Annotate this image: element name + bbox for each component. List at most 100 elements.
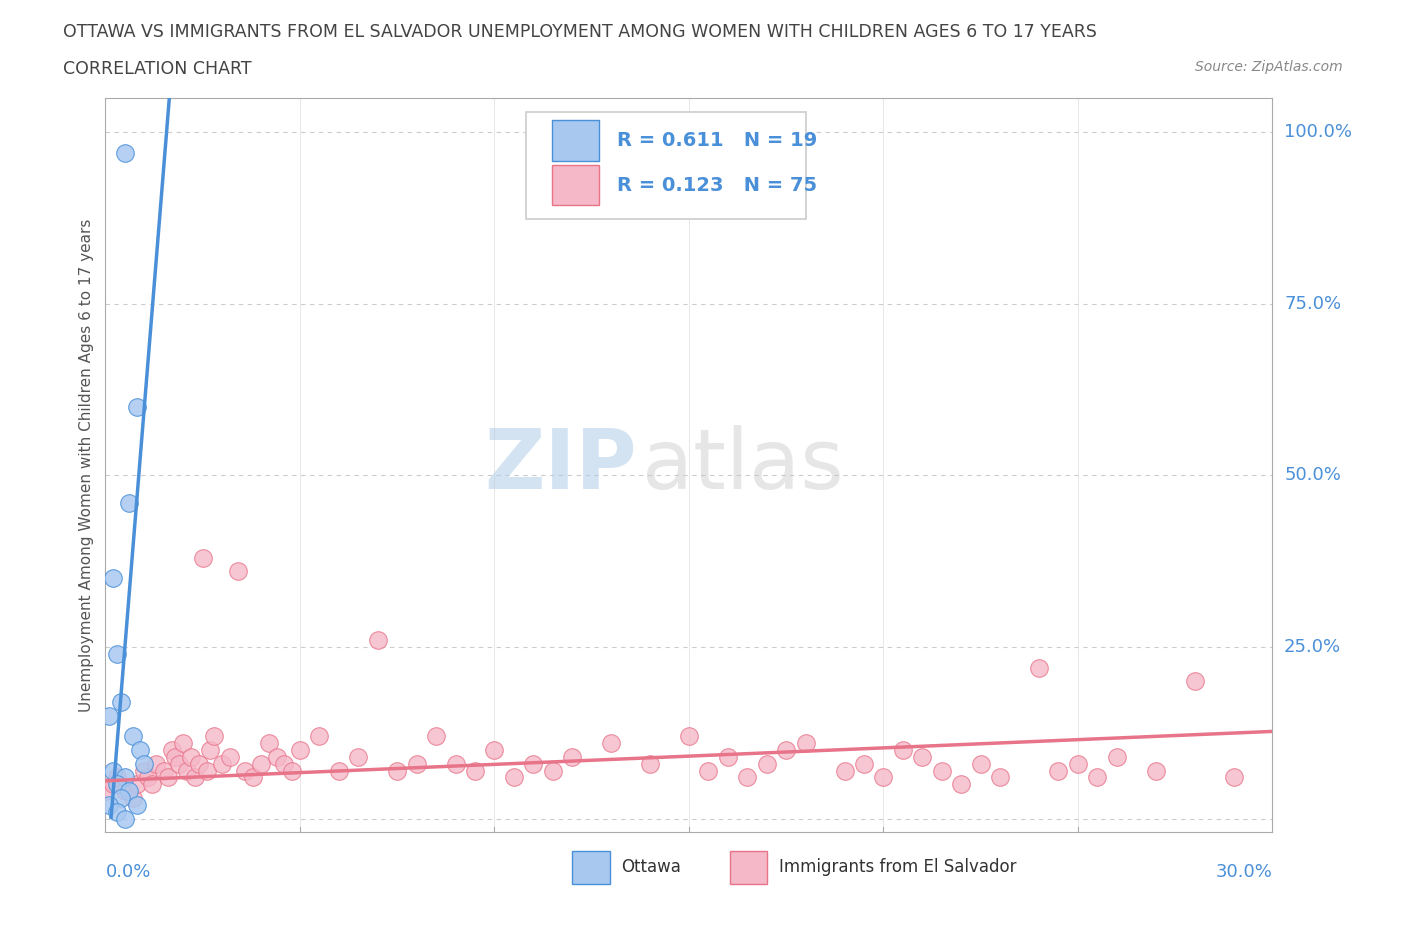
Point bbox=[141, 777, 163, 791]
Point bbox=[1222, 770, 1244, 785]
Point bbox=[775, 742, 797, 757]
Point bbox=[425, 729, 447, 744]
Point bbox=[250, 756, 273, 771]
Point bbox=[872, 770, 894, 785]
Point bbox=[110, 790, 132, 805]
Point bbox=[105, 777, 128, 791]
Point bbox=[600, 736, 623, 751]
Point bbox=[98, 797, 121, 812]
Point bbox=[156, 770, 179, 785]
FancyBboxPatch shape bbox=[553, 120, 599, 161]
Point bbox=[153, 764, 174, 778]
Text: R = 0.123   N = 75: R = 0.123 N = 75 bbox=[617, 176, 817, 194]
FancyBboxPatch shape bbox=[572, 851, 610, 884]
Point bbox=[110, 695, 132, 710]
Point bbox=[988, 770, 1011, 785]
Point bbox=[134, 756, 156, 771]
Point bbox=[121, 790, 143, 805]
Point bbox=[717, 750, 740, 764]
Point bbox=[281, 764, 304, 778]
Point bbox=[114, 770, 136, 785]
Point bbox=[121, 729, 143, 744]
Point bbox=[385, 764, 409, 778]
Point bbox=[180, 750, 202, 764]
Point bbox=[444, 756, 467, 771]
Point bbox=[1028, 660, 1050, 675]
Point bbox=[103, 571, 125, 586]
Point bbox=[484, 742, 506, 757]
Point bbox=[522, 756, 544, 771]
Point bbox=[129, 742, 152, 757]
Point bbox=[125, 399, 148, 414]
Point bbox=[134, 764, 156, 778]
Point bbox=[160, 742, 183, 757]
Point bbox=[970, 756, 993, 771]
Point bbox=[1087, 770, 1109, 785]
FancyBboxPatch shape bbox=[730, 851, 768, 884]
Point bbox=[184, 770, 207, 785]
Text: 0.0%: 0.0% bbox=[105, 863, 150, 882]
Point bbox=[273, 756, 295, 771]
Point bbox=[114, 145, 136, 160]
Point bbox=[200, 742, 222, 757]
Text: Source: ZipAtlas.com: Source: ZipAtlas.com bbox=[1195, 60, 1343, 74]
Point bbox=[257, 736, 280, 751]
Point bbox=[125, 777, 148, 791]
Point bbox=[288, 742, 311, 757]
Point bbox=[103, 764, 125, 778]
Text: 100.0%: 100.0% bbox=[1284, 123, 1353, 141]
Point bbox=[114, 811, 136, 826]
Point bbox=[165, 750, 187, 764]
Point bbox=[202, 729, 225, 744]
Point bbox=[1105, 750, 1128, 764]
Point bbox=[755, 756, 778, 771]
Point bbox=[541, 764, 564, 778]
Point bbox=[328, 764, 350, 778]
Point bbox=[235, 764, 257, 778]
Y-axis label: Unemployment Among Women with Children Ages 6 to 17 years: Unemployment Among Women with Children A… bbox=[79, 219, 94, 711]
Text: OTTAWA VS IMMIGRANTS FROM EL SALVADOR UNEMPLOYMENT AMONG WOMEN WITH CHILDREN AGE: OTTAWA VS IMMIGRANTS FROM EL SALVADOR UN… bbox=[63, 23, 1097, 41]
Point bbox=[219, 750, 242, 764]
Point bbox=[794, 736, 817, 751]
Text: 25.0%: 25.0% bbox=[1284, 638, 1341, 656]
Point bbox=[891, 742, 914, 757]
Point bbox=[191, 551, 214, 565]
Point bbox=[136, 770, 159, 785]
Point bbox=[211, 756, 233, 771]
Point bbox=[852, 756, 875, 771]
Text: 50.0%: 50.0% bbox=[1284, 466, 1341, 485]
FancyBboxPatch shape bbox=[553, 165, 599, 206]
Text: 30.0%: 30.0% bbox=[1216, 863, 1272, 882]
Point bbox=[347, 750, 370, 764]
Point bbox=[561, 750, 583, 764]
Text: ZIP: ZIP bbox=[484, 424, 637, 506]
Point bbox=[114, 784, 136, 799]
Point bbox=[145, 756, 167, 771]
Point bbox=[911, 750, 934, 764]
Point bbox=[638, 756, 661, 771]
Text: atlas: atlas bbox=[643, 424, 844, 506]
Point bbox=[118, 496, 141, 511]
Point bbox=[405, 756, 427, 771]
Point bbox=[678, 729, 700, 744]
Point bbox=[834, 764, 856, 778]
Point bbox=[103, 777, 125, 791]
Text: CORRELATION CHART: CORRELATION CHART bbox=[63, 60, 252, 78]
Point bbox=[367, 632, 389, 647]
Point bbox=[169, 756, 191, 771]
Point bbox=[98, 708, 121, 723]
Point bbox=[266, 750, 288, 764]
Point bbox=[1047, 764, 1070, 778]
Point bbox=[950, 777, 973, 791]
Point bbox=[105, 646, 128, 661]
Point bbox=[1184, 674, 1206, 689]
Point bbox=[931, 764, 953, 778]
Point bbox=[118, 784, 141, 799]
Point bbox=[125, 797, 148, 812]
Point bbox=[1144, 764, 1167, 778]
Text: 75.0%: 75.0% bbox=[1284, 295, 1341, 312]
Point bbox=[176, 764, 198, 778]
Point bbox=[737, 770, 759, 785]
Point bbox=[697, 764, 720, 778]
Text: Ottawa: Ottawa bbox=[621, 858, 681, 876]
